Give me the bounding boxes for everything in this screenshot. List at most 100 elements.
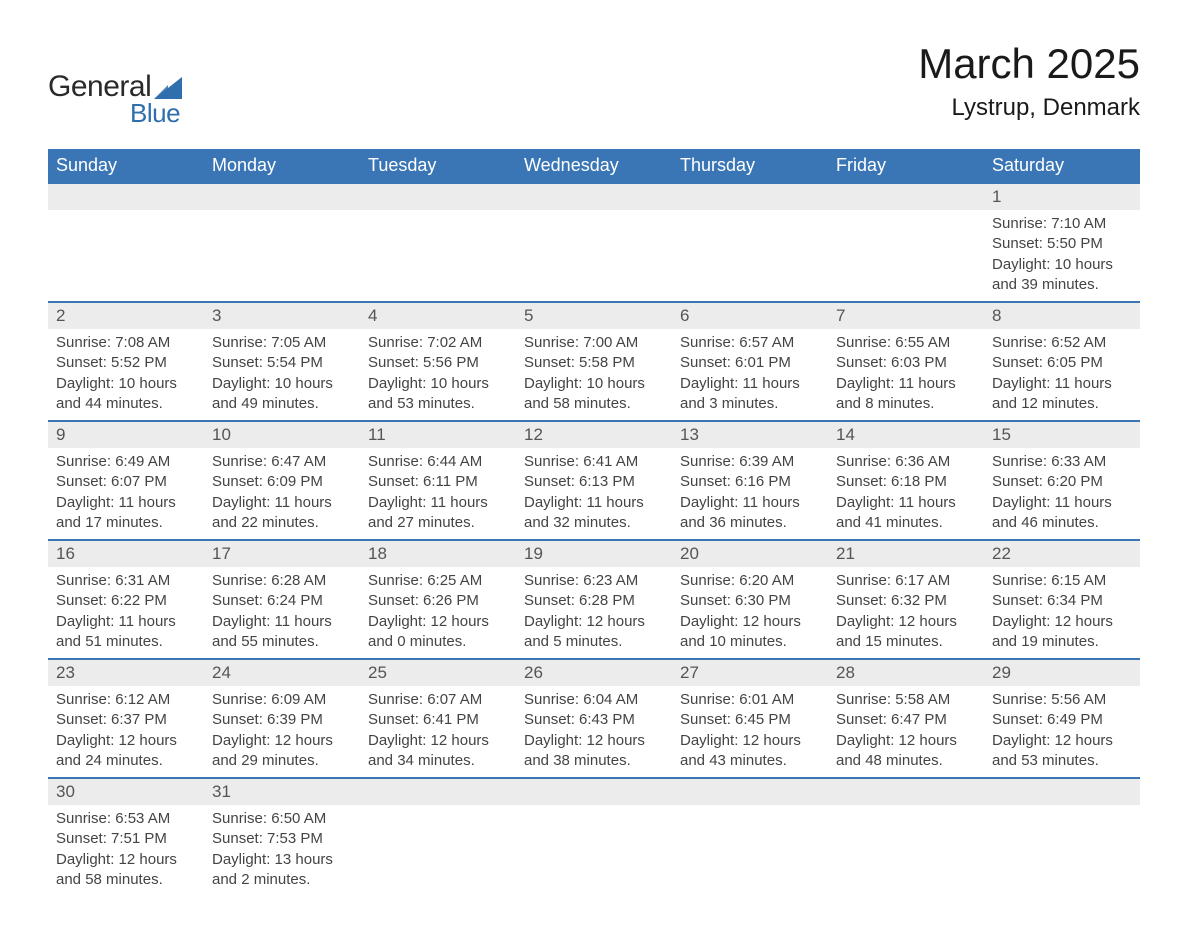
day-number: 8 xyxy=(984,303,1140,329)
day-daylight2: and 55 minutes. xyxy=(212,632,352,652)
day-daylight2: and 3 minutes. xyxy=(680,394,820,414)
day-sunset: Sunset: 6:01 PM xyxy=(680,353,820,373)
day-sunrise: Sunrise: 6:25 AM xyxy=(368,571,508,591)
day-daylight1: Daylight: 11 hours xyxy=(56,493,196,513)
day-cell xyxy=(984,778,1140,896)
weekday-header: Sunday xyxy=(48,149,204,183)
day-number: 6 xyxy=(672,303,828,329)
day-number: 22 xyxy=(984,541,1140,567)
day-sunrise: Sunrise: 6:31 AM xyxy=(56,571,196,591)
day-number: 21 xyxy=(828,541,984,567)
week-row: 30Sunrise: 6:53 AMSunset: 7:51 PMDayligh… xyxy=(48,778,1140,896)
week-row: 23Sunrise: 6:12 AMSunset: 6:37 PMDayligh… xyxy=(48,659,1140,778)
day-cell: 21Sunrise: 6:17 AMSunset: 6:32 PMDayligh… xyxy=(828,540,984,659)
day-cell: 31Sunrise: 6:50 AMSunset: 7:53 PMDayligh… xyxy=(204,778,360,896)
day-cell xyxy=(360,778,516,896)
day-daylight1: Daylight: 11 hours xyxy=(368,493,508,513)
day-cell: 17Sunrise: 6:28 AMSunset: 6:24 PMDayligh… xyxy=(204,540,360,659)
empty-day-bar xyxy=(204,184,360,210)
day-sunset: Sunset: 7:51 PM xyxy=(56,829,196,849)
day-cell: 18Sunrise: 6:25 AMSunset: 6:26 PMDayligh… xyxy=(360,540,516,659)
day-number: 29 xyxy=(984,660,1140,686)
day-content: Sunrise: 6:28 AMSunset: 6:24 PMDaylight:… xyxy=(204,567,360,658)
logo: General Blue xyxy=(48,70,182,129)
day-content: Sunrise: 6:53 AMSunset: 7:51 PMDaylight:… xyxy=(48,805,204,896)
day-daylight1: Daylight: 11 hours xyxy=(836,374,976,394)
day-number: 4 xyxy=(360,303,516,329)
day-content: Sunrise: 5:56 AMSunset: 6:49 PMDaylight:… xyxy=(984,686,1140,777)
day-sunrise: Sunrise: 6:20 AM xyxy=(680,571,820,591)
weekday-header: Wednesday xyxy=(516,149,672,183)
day-cell: 3Sunrise: 7:05 AMSunset: 5:54 PMDaylight… xyxy=(204,302,360,421)
day-number: 13 xyxy=(672,422,828,448)
day-sunset: Sunset: 6:28 PM xyxy=(524,591,664,611)
day-daylight1: Daylight: 11 hours xyxy=(524,493,664,513)
day-number: 16 xyxy=(48,541,204,567)
day-cell: 15Sunrise: 6:33 AMSunset: 6:20 PMDayligh… xyxy=(984,421,1140,540)
day-sunset: Sunset: 6:49 PM xyxy=(992,710,1132,730)
day-sunset: Sunset: 6:05 PM xyxy=(992,353,1132,373)
day-number: 1 xyxy=(984,184,1140,210)
calendar-table: SundayMondayTuesdayWednesdayThursdayFrid… xyxy=(48,149,1140,896)
day-daylight2: and 48 minutes. xyxy=(836,751,976,771)
day-number: 3 xyxy=(204,303,360,329)
day-number: 20 xyxy=(672,541,828,567)
day-sunrise: Sunrise: 6:44 AM xyxy=(368,452,508,472)
day-content: Sunrise: 6:41 AMSunset: 6:13 PMDaylight:… xyxy=(516,448,672,539)
day-sunrise: Sunrise: 6:50 AM xyxy=(212,809,352,829)
day-daylight2: and 36 minutes. xyxy=(680,513,820,533)
day-cell: 16Sunrise: 6:31 AMSunset: 6:22 PMDayligh… xyxy=(48,540,204,659)
day-sunset: Sunset: 6:09 PM xyxy=(212,472,352,492)
day-sunrise: Sunrise: 5:58 AM xyxy=(836,690,976,710)
day-daylight1: Daylight: 11 hours xyxy=(212,493,352,513)
day-sunrise: Sunrise: 6:17 AM xyxy=(836,571,976,591)
weekday-header-row: SundayMondayTuesdayWednesdayThursdayFrid… xyxy=(48,149,1140,183)
day-daylight2: and 17 minutes. xyxy=(56,513,196,533)
day-sunset: Sunset: 6:13 PM xyxy=(524,472,664,492)
day-daylight2: and 46 minutes. xyxy=(992,513,1132,533)
day-daylight1: Daylight: 11 hours xyxy=(212,612,352,632)
day-cell xyxy=(516,778,672,896)
day-sunset: Sunset: 6:07 PM xyxy=(56,472,196,492)
day-cell: 23Sunrise: 6:12 AMSunset: 6:37 PMDayligh… xyxy=(48,659,204,778)
empty-day-bar xyxy=(672,779,828,805)
day-content: Sunrise: 6:52 AMSunset: 6:05 PMDaylight:… xyxy=(984,329,1140,420)
week-row: 9Sunrise: 6:49 AMSunset: 6:07 PMDaylight… xyxy=(48,421,1140,540)
day-daylight1: Daylight: 10 hours xyxy=(212,374,352,394)
day-daylight1: Daylight: 12 hours xyxy=(836,731,976,751)
day-daylight1: Daylight: 11 hours xyxy=(836,493,976,513)
day-daylight2: and 58 minutes. xyxy=(56,870,196,890)
day-cell: 24Sunrise: 6:09 AMSunset: 6:39 PMDayligh… xyxy=(204,659,360,778)
day-number: 14 xyxy=(828,422,984,448)
empty-day-bar xyxy=(360,184,516,210)
day-sunrise: Sunrise: 6:23 AM xyxy=(524,571,664,591)
day-sunset: Sunset: 5:58 PM xyxy=(524,353,664,373)
weekday-header: Thursday xyxy=(672,149,828,183)
day-content: Sunrise: 5:58 AMSunset: 6:47 PMDaylight:… xyxy=(828,686,984,777)
day-content: Sunrise: 6:04 AMSunset: 6:43 PMDaylight:… xyxy=(516,686,672,777)
day-daylight1: Daylight: 12 hours xyxy=(680,731,820,751)
day-sunset: Sunset: 7:53 PM xyxy=(212,829,352,849)
day-daylight1: Daylight: 10 hours xyxy=(524,374,664,394)
day-sunrise: Sunrise: 7:10 AM xyxy=(992,214,1132,234)
day-daylight1: Daylight: 12 hours xyxy=(368,612,508,632)
day-sunrise: Sunrise: 6:33 AM xyxy=(992,452,1132,472)
day-sunrise: Sunrise: 6:28 AM xyxy=(212,571,352,591)
empty-day-bar xyxy=(516,779,672,805)
day-daylight1: Daylight: 12 hours xyxy=(56,731,196,751)
day-content: Sunrise: 7:00 AMSunset: 5:58 PMDaylight:… xyxy=(516,329,672,420)
day-content: Sunrise: 6:47 AMSunset: 6:09 PMDaylight:… xyxy=(204,448,360,539)
day-cell: 14Sunrise: 6:36 AMSunset: 6:18 PMDayligh… xyxy=(828,421,984,540)
day-cell: 10Sunrise: 6:47 AMSunset: 6:09 PMDayligh… xyxy=(204,421,360,540)
day-content: Sunrise: 7:10 AMSunset: 5:50 PMDaylight:… xyxy=(984,210,1140,301)
day-content: Sunrise: 6:49 AMSunset: 6:07 PMDaylight:… xyxy=(48,448,204,539)
day-daylight1: Daylight: 12 hours xyxy=(524,612,664,632)
day-content: Sunrise: 7:05 AMSunset: 5:54 PMDaylight:… xyxy=(204,329,360,420)
empty-day-bar xyxy=(48,184,204,210)
day-daylight1: Daylight: 13 hours xyxy=(212,850,352,870)
day-content: Sunrise: 6:25 AMSunset: 6:26 PMDaylight:… xyxy=(360,567,516,658)
day-sunset: Sunset: 6:39 PM xyxy=(212,710,352,730)
day-number: 30 xyxy=(48,779,204,805)
day-sunset: Sunset: 5:52 PM xyxy=(56,353,196,373)
calendar-body: 1Sunrise: 7:10 AMSunset: 5:50 PMDaylight… xyxy=(48,183,1140,896)
